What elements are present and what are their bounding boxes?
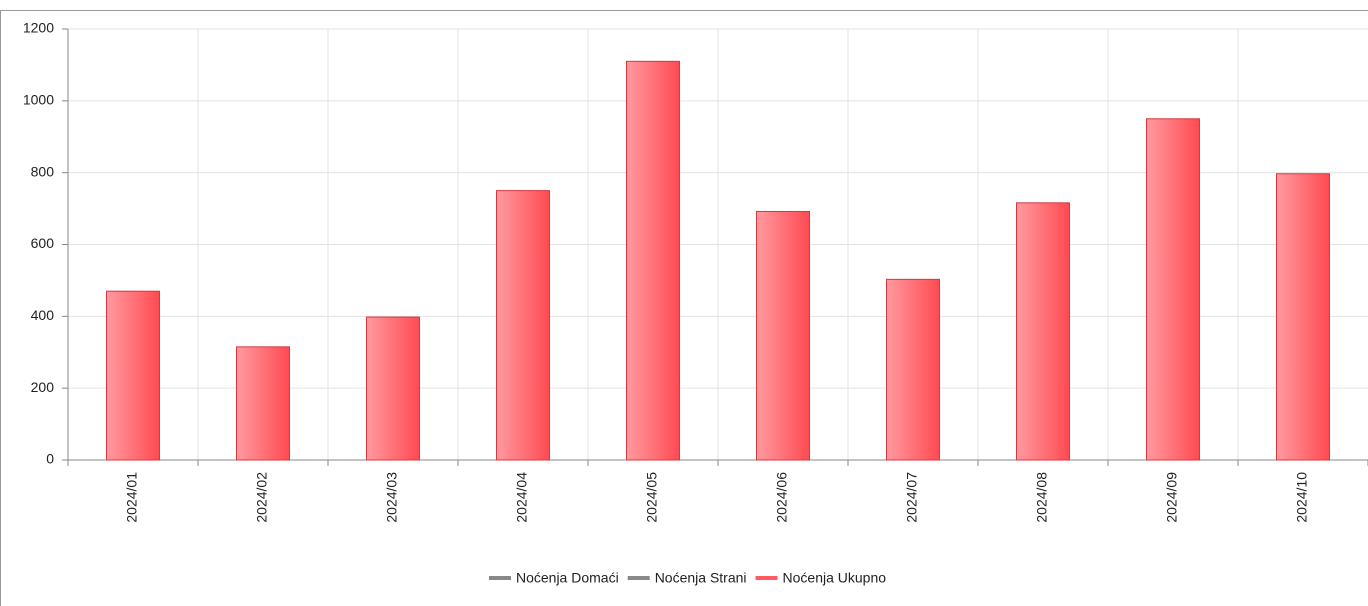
x-tick-label: 2024/07	[904, 472, 920, 523]
y-tick-label: 200	[31, 379, 55, 395]
bar	[236, 346, 290, 461]
x-tick-label: 2024/08	[1034, 472, 1050, 523]
x-tick-label: 2024/02	[254, 472, 270, 523]
y-tick-label: 1000	[23, 92, 54, 108]
bar	[1276, 173, 1330, 461]
x-tick-label: 2024/06	[774, 472, 790, 523]
x-tick-label: 2024/03	[384, 472, 400, 523]
legend-label: Noćenja Strani	[655, 570, 747, 586]
bar	[1016, 202, 1070, 461]
y-tick-label: 800	[31, 163, 55, 179]
y-tick-label: 400	[31, 307, 55, 323]
y-tick-label: 600	[31, 235, 55, 251]
bar	[496, 190, 550, 461]
bar	[1146, 118, 1200, 461]
legend-label: Noćenja Ukupno	[783, 570, 887, 586]
y-tick-label: 1200	[23, 20, 54, 36]
x-tick-label: 2024/05	[644, 472, 660, 523]
bar	[756, 210, 810, 461]
bar	[886, 278, 940, 461]
y-tick-label: 0	[46, 451, 54, 467]
legend-label: Noćenja Domaći	[516, 570, 619, 586]
bar	[626, 60, 680, 461]
x-tick-label: 2024/04	[514, 472, 530, 523]
frame	[0, 10, 1368, 606]
x-tick-label: 2024/09	[1164, 472, 1180, 523]
bar	[366, 316, 420, 461]
x-tick-label: 2024/01	[124, 472, 140, 523]
bar	[106, 290, 160, 461]
x-tick-label: 2024/10	[1294, 472, 1310, 523]
